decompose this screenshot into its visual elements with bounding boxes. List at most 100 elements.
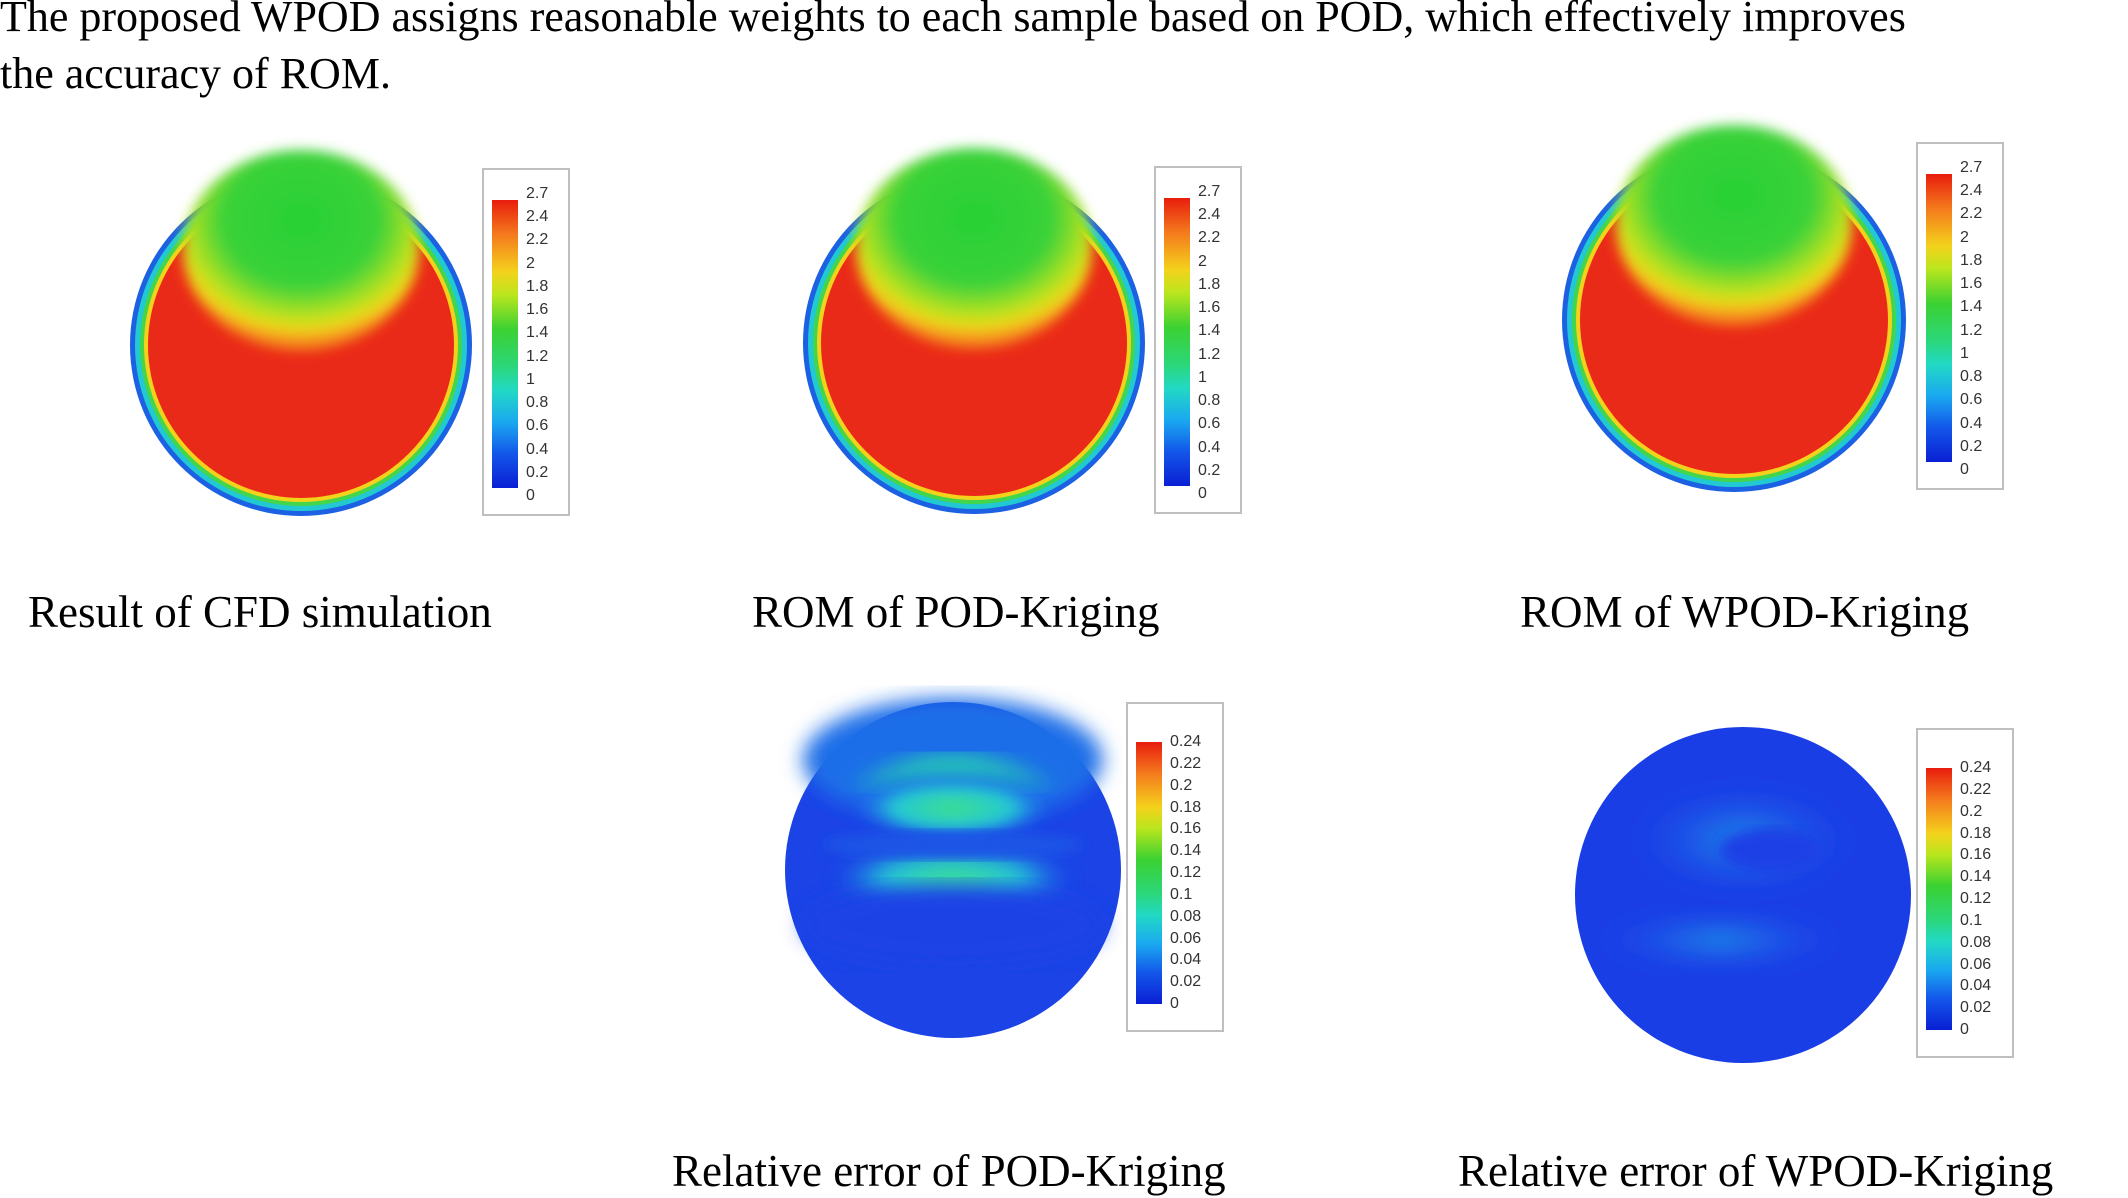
colorbar-ticks: 0.24 0.22 0.2 0.18 0.16 0.14 0.12 0.1 0.08 0.06 0.… [1960, 760, 2010, 1038]
colorbar-tick-label: 0.6 [1198, 415, 1221, 433]
error-band-upper [853, 776, 1053, 840]
colorbar-tick-label: 1.6 [1198, 299, 1221, 317]
colorbar-pod: 2.7 2.4 2.2 2 1.8 1.6 1.4 1.2 1 0.8 0.6 0.4 0.2 0 [1154, 166, 1242, 514]
colorbar-wpod: 2.7 2.4 2.2 2 1.8 1.6 1.4 1.2 1 0.8 0.6 0.4 0.2 0 [1916, 142, 2004, 490]
colorbar-tick-label: 0.02 [1960, 999, 1992, 1017]
colorbar-tick-label: 0.12 [1170, 864, 1202, 881]
caption-wpod: ROM of WPOD-Kriging [1520, 587, 1970, 637]
colorbar-gradient [1926, 768, 1952, 1030]
panel-cfd: 2.7 2.4 2.2 2 1.8 1.6 1.4 1.2 1 0.8 0.6 0.4 0.2 0 Res… [0, 0, 570, 637]
colorbar-tick-label: 0.4 [1960, 414, 1983, 432]
intro-line-2: the accuracy of ROM. [0, 49, 391, 98]
colorbar-tick-label: 0.04 [1960, 977, 1992, 995]
colorbar-ticks: 2.7 2.4 2.2 2 1.8 1.6 1.4 1.2 1 0.8 0.6 0.4 0.2 0 [1960, 160, 2000, 478]
colorbar-pod-error: 0.24 0.22 0.2 0.18 0.16 0.14 0.12 0.1 0.08 0.06 0.… [1126, 702, 1224, 1032]
colorbar-tick-label: 1.4 [1960, 298, 1983, 316]
caption-pod: ROM of POD-Kriging [752, 587, 1160, 637]
colorbar-tick-label: 0.24 [1960, 759, 1992, 776]
panel-pod: 2.7 2.4 2.2 2 1.8 1.6 1.4 1.2 1 0.8 0.6 0.4 0.2 0 ROM… [0, 0, 1242, 637]
colorbar-tick-label: 0.2 [1960, 437, 1983, 455]
colorbar-wpod-error: 0.24 0.22 0.2 0.18 0.16 0.14 0.12 0.1 0.08 0.06 0.… [1916, 728, 2014, 1058]
colorbar-tick-label: 0.16 [1960, 846, 1992, 864]
colorbar-tick-label: 2.4 [526, 208, 549, 226]
colorbar-tick-label: 1.2 [1960, 321, 1983, 339]
colorbar-tick-label: 0.2 [1198, 461, 1221, 479]
disk-spot-low [183, 150, 419, 350]
caption-cfd: Result of CFD simulation [28, 587, 492, 637]
colorbar-tick-label: 0.2 [526, 463, 549, 481]
colorbar-tick-label: 2.2 [526, 231, 549, 249]
colorbar-tick-label: 0.22 [1170, 754, 1202, 772]
colorbar-tick-label: 1.2 [1198, 345, 1221, 363]
colorbar-tick-label: 0.14 [1170, 842, 1202, 860]
colorbar-tick-label: 1.4 [1198, 322, 1221, 340]
colorbar-tick-label: 0.18 [1170, 798, 1202, 816]
intro-line-1: The proposed WPOD assigns reasonable wei… [0, 0, 1906, 41]
colorbar-tick-label: 1 [1960, 344, 1969, 362]
panel-pod-error: 0.24 0.22 0.2 0.18 0.16 0.14 0.12 0.1 0.08 0.06 0.… [0, 0, 1226, 1196]
caption-pod-error: Relative error of POD-Kriging [672, 1146, 1226, 1196]
colorbar-tick-label: 1 [526, 370, 535, 388]
colorbar-tick-label: 1.8 [1198, 275, 1221, 293]
colorbar-ticks: 2.7 2.4 2.2 2 1.8 1.6 1.4 1.2 1 0.8 0.6 0.4 0.2 0 [1198, 184, 1238, 502]
colorbar-tick-label: 2 [1960, 228, 1969, 246]
colorbar-tick-label: 0.8 [526, 394, 549, 412]
colorbar-ticks: 0.24 0.22 0.2 0.18 0.16 0.14 0.12 0.1 0.08 0.06 0.… [1170, 734, 1220, 1012]
colorbar-gradient [1136, 742, 1162, 1004]
panel-wpod: 2.7 2.4 2.2 2 1.8 1.6 1.4 1.2 1 0.8 0.6 0.4 0.2 0 ROM… [0, 0, 2004, 637]
colorbar-tick-label: 0.2 [1170, 776, 1193, 794]
colorbar-tick-label: 2.7 [1198, 183, 1221, 200]
colorbar-tick-label: 0.16 [1170, 820, 1202, 838]
colorbar-tick-label: 0.1 [1960, 911, 1983, 929]
colorbar-tick-label: 0.6 [526, 417, 549, 435]
colorbar-tick-label: 0 [1170, 995, 1179, 1012]
colorbar-gradient [1164, 198, 1190, 486]
panel-wpod-error: 0.24 0.22 0.2 0.18 0.16 0.14 0.12 0.1 0.08 0.06 0.… [0, 0, 2053, 1196]
colorbar-tick-label: 0.02 [1170, 973, 1202, 991]
colorbar-tick-label: 0.18 [1960, 824, 1992, 842]
colorbar-tick-label: 0.4 [1198, 438, 1221, 456]
colorbar-tick-label: 1.8 [1960, 251, 1983, 269]
colorbar-tick-label: 0.24 [1170, 733, 1202, 750]
colorbar-tick-label: 0.8 [1198, 392, 1221, 410]
colorbar-tick-label: 1 [1198, 368, 1207, 386]
colorbar-tick-label: 0.06 [1960, 955, 1992, 973]
colorbar-cfd: 2.7 2.4 2.2 2 1.8 1.6 1.4 1.2 1 0.8 0.6 0.4 0.2 0 [482, 168, 570, 516]
colorbar-tick-label: 0.4 [526, 440, 549, 458]
colorbar-tick-label: 2 [1198, 252, 1207, 270]
colorbar-tick-label: 0 [1960, 461, 1969, 478]
colorbar-tick-label: 1.4 [526, 324, 549, 342]
colorbar-gradient [492, 200, 518, 488]
colorbar-tick-label: 0.14 [1960, 868, 1992, 886]
colorbar-tick-label: 0.2 [1960, 802, 1983, 820]
colorbar-tick-label: 2.2 [1198, 229, 1221, 247]
colorbar-tick-label: 1.8 [526, 277, 549, 295]
colorbar-tick-label: 2.2 [1960, 205, 1983, 223]
colorbar-tick-label: 0.8 [1960, 368, 1983, 386]
colorbar-tick-label: 0 [1960, 1021, 1969, 1038]
colorbar-tick-label: 1.2 [526, 347, 549, 365]
colorbar-tick-label: 2.7 [1960, 159, 1983, 176]
colorbar-tick-label: 0.6 [1960, 391, 1983, 409]
colorbar-tick-label: 2.4 [1198, 206, 1221, 224]
colorbar-tick-label: 0.22 [1960, 780, 1992, 798]
caption-wpod-error: Relative error of WPOD-Kriging [1458, 1146, 2054, 1196]
intro-paragraph: The proposed WPOD assigns reasonable wei… [0, 0, 2128, 102]
colorbar-tick-label: 0.12 [1960, 890, 1992, 907]
colorbar-ticks: 2.7 2.4 2.2 2 1.8 1.6 1.4 1.2 1 0.8 0.6 0.4 0.2 0 [526, 186, 566, 504]
colorbar-tick-label: 2.7 [526, 185, 549, 202]
colorbar-tick-label: 0.04 [1170, 951, 1202, 969]
colorbar-gradient [1926, 174, 1952, 462]
colorbar-tick-label: 0.08 [1960, 933, 1992, 951]
colorbar-tick-label: 0.1 [1170, 885, 1193, 903]
colorbar-tick-label: 2.4 [1960, 182, 1983, 200]
colorbar-tick-label: 2 [526, 254, 535, 272]
colorbar-tick-label: 0 [526, 487, 535, 504]
colorbar-tick-label: 1.6 [526, 301, 549, 319]
colorbar-tick-label: 0 [1198, 485, 1207, 502]
colorbar-tick-label: 0.06 [1170, 929, 1202, 947]
